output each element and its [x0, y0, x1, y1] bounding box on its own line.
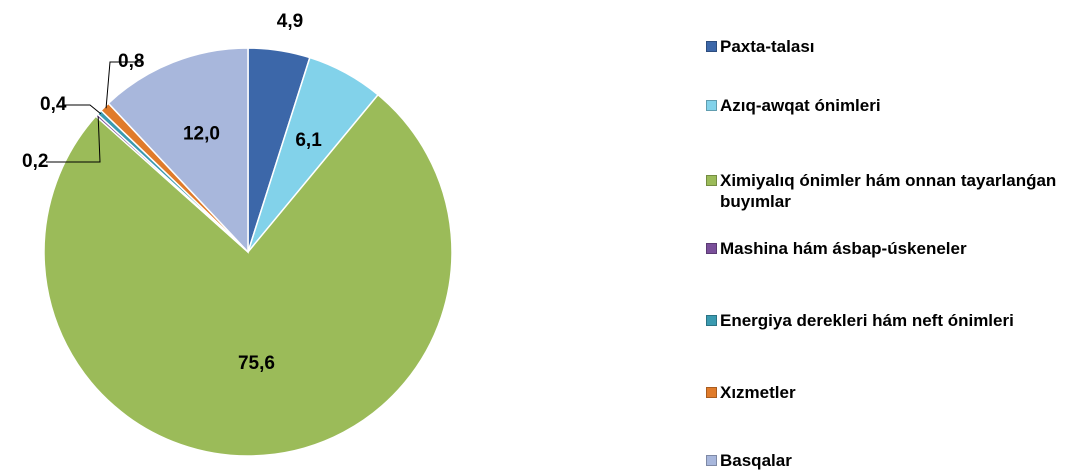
- legend-swatch: [706, 243, 717, 254]
- legend-item: Mashina hám ásbap-úskeneler: [706, 238, 1066, 259]
- legend-item: Paxta-talası: [706, 36, 1066, 57]
- legend-item: Xızmetler: [706, 382, 1066, 403]
- legend-label: Energiya derekleri hám neft ónimleri: [720, 311, 1014, 330]
- pie-slice: [43, 93, 453, 457]
- leader-line: [64, 104, 102, 115]
- pie-area: 4,9 6,1 75,6 0,2 0,4 0,8 12,0: [22, 11, 453, 457]
- legend-label: Azıq-awqat ónimleri: [720, 96, 881, 115]
- legend-item: Azıq-awqat ónimleri: [706, 95, 1066, 116]
- legend-item: Basqalar: [706, 450, 1066, 471]
- leader-line: [46, 116, 101, 163]
- legend-label: Mashina hám ásbap-úskeneler: [720, 239, 967, 258]
- pie-slice: [107, 47, 249, 254]
- legend-label: Paxta-talası: [720, 37, 815, 56]
- data-label: 12,0: [183, 123, 220, 144]
- data-label: 4,9: [277, 11, 303, 32]
- legend-swatch: [706, 387, 717, 398]
- legend-swatch: [706, 100, 717, 111]
- legend-swatch: [706, 175, 717, 186]
- legend-swatch: [706, 41, 717, 52]
- legend-label: Basqalar: [720, 451, 792, 470]
- legend-item: Ximiyalıq ónimler hám onnan tayarlanǵan …: [706, 170, 1066, 212]
- data-label: 0,4: [40, 94, 67, 115]
- legend-swatch: [706, 315, 717, 326]
- legend-item: Energiya derekleri hám neft ónimleri: [706, 310, 1066, 331]
- data-label: 0,2: [22, 151, 48, 172]
- data-label: 0,8: [118, 51, 144, 72]
- legend-label: Ximiyalıq ónimler hám onnan tayarlanǵan …: [720, 171, 1057, 211]
- data-label: 6,1: [295, 130, 322, 151]
- legend-label: Xızmetler: [720, 383, 796, 402]
- leader-line: [105, 61, 142, 109]
- legend-swatch: [706, 455, 717, 466]
- data-label: 75,6: [238, 353, 275, 374]
